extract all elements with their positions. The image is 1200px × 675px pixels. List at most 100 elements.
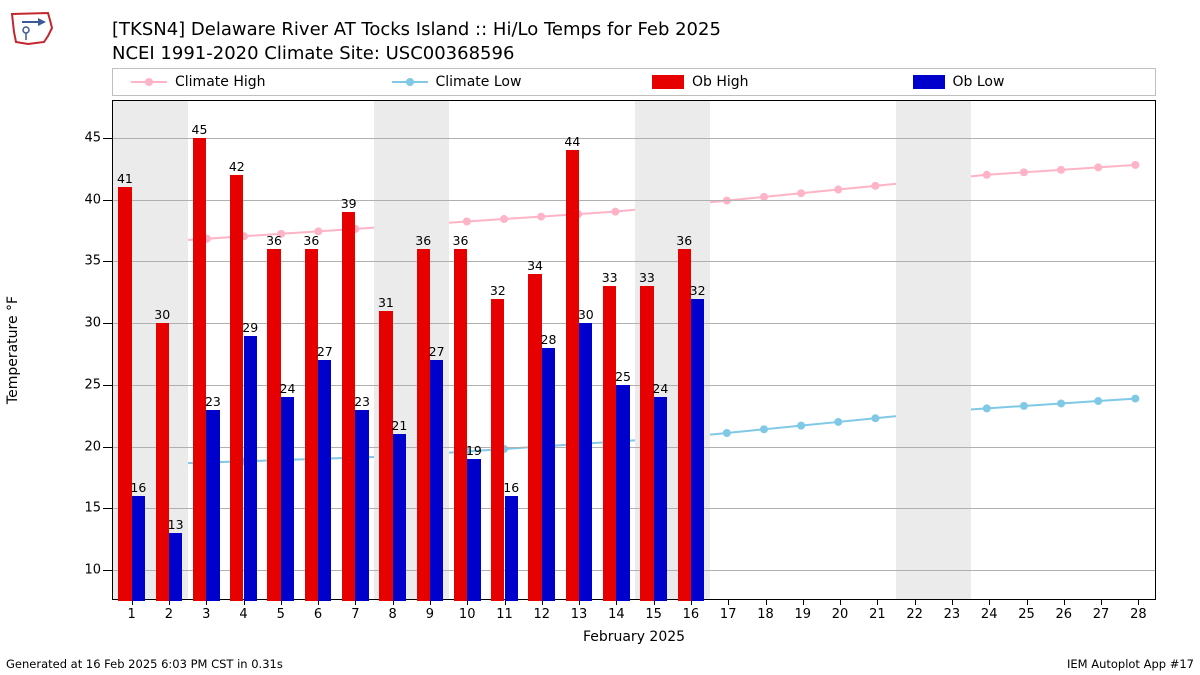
climate-high-marker — [1131, 161, 1139, 169]
climate-low-marker — [723, 429, 731, 437]
gridline — [113, 200, 1155, 201]
bar-label-ob-low: 24 — [652, 381, 668, 396]
bar-ob-low — [355, 410, 368, 601]
x-tick — [1138, 599, 1139, 605]
climate-high-marker — [983, 171, 991, 179]
title-line-1: [TKSN4] Delaware River AT Tocks Island :… — [112, 18, 721, 42]
climate-high-marker — [500, 215, 508, 223]
x-tick — [766, 599, 767, 605]
x-tick-label: 14 — [608, 607, 625, 622]
y-tick — [103, 508, 113, 509]
x-tick-label: 27 — [1093, 607, 1110, 622]
weekend-band — [933, 101, 970, 599]
x-tick-label: 16 — [683, 607, 700, 622]
y-tick — [103, 138, 113, 139]
x-tick-label: 17 — [720, 607, 737, 622]
bar-label-ob-high: 42 — [229, 159, 245, 174]
climate-low-marker — [797, 422, 805, 430]
climate-high-marker — [797, 189, 805, 197]
weekend-band — [896, 101, 933, 599]
bar-label-ob-low: 23 — [205, 394, 221, 409]
legend-label: Climate High — [175, 74, 266, 90]
bar-ob-high — [193, 138, 206, 601]
x-tick — [877, 599, 878, 605]
bar-label-ob-low: 19 — [466, 443, 482, 458]
y-tick — [103, 323, 113, 324]
bar-label-ob-low: 16 — [130, 480, 146, 495]
x-tick-label: 6 — [314, 607, 322, 622]
bar-label-ob-high: 36 — [303, 233, 319, 248]
x-tick-label: 28 — [1130, 607, 1147, 622]
gridline — [113, 138, 1155, 139]
climate-low-marker — [983, 404, 991, 412]
bar-ob-low — [430, 360, 443, 601]
bar-ob-low — [505, 496, 518, 601]
y-tick-label: 15 — [71, 501, 101, 516]
bar-ob-high — [454, 249, 467, 601]
iem-logo — [8, 8, 56, 48]
bar-ob-low — [393, 434, 406, 601]
x-tick-label: 7 — [351, 607, 359, 622]
bar-label-ob-high: 32 — [490, 283, 506, 298]
bar-label-ob-low: 28 — [541, 332, 557, 347]
x-tick — [989, 599, 990, 605]
x-tick-label: 24 — [981, 607, 998, 622]
x-tick-label: 5 — [277, 607, 285, 622]
y-tick — [103, 385, 113, 386]
swatch-icon — [913, 75, 945, 89]
bar-ob-high — [603, 286, 616, 601]
y-tick-label: 20 — [71, 439, 101, 454]
bar-ob-high — [230, 175, 243, 601]
climate-low-marker — [871, 414, 879, 422]
bar-label-ob-high: 34 — [527, 258, 543, 273]
x-tick — [803, 599, 804, 605]
y-tick — [103, 447, 113, 448]
bar-label-ob-high: 33 — [602, 270, 618, 285]
bar-ob-high — [528, 274, 541, 601]
y-tick-label: 10 — [71, 563, 101, 578]
climate-high-marker — [871, 182, 879, 190]
x-tick — [1064, 599, 1065, 605]
bar-label-ob-high: 41 — [117, 171, 133, 186]
bar-label-ob-low: 27 — [429, 344, 445, 359]
climate-high-marker — [1094, 163, 1102, 171]
climate-high-marker — [611, 208, 619, 216]
x-tick-label: 25 — [1018, 607, 1035, 622]
bar-label-ob-high: 39 — [341, 196, 357, 211]
x-tick-label: 20 — [832, 607, 849, 622]
bar-ob-low — [281, 397, 294, 601]
climate-low-marker — [1057, 400, 1065, 408]
bar-ob-low — [691, 299, 704, 601]
x-tick — [840, 599, 841, 605]
bar-label-ob-low: 24 — [280, 381, 296, 396]
bar-ob-high — [417, 249, 430, 601]
bar-label-ob-low: 13 — [168, 517, 184, 532]
bar-ob-high — [118, 187, 131, 601]
swatch-icon — [652, 75, 684, 89]
x-tick-label: 22 — [906, 607, 923, 622]
bar-label-ob-high: 31 — [378, 295, 394, 310]
bar-label-ob-low: 16 — [503, 480, 519, 495]
bar-ob-high — [491, 299, 504, 601]
footer-app: IEM Autoplot App #17 — [1067, 657, 1194, 671]
bar-label-ob-high: 45 — [192, 122, 208, 137]
bar-ob-low — [169, 533, 182, 601]
bar-label-ob-low: 21 — [391, 418, 407, 433]
x-tick-label: 15 — [645, 607, 662, 622]
bar-ob-high — [267, 249, 280, 601]
bar-ob-low — [542, 348, 555, 601]
x-tick-label: 23 — [944, 607, 961, 622]
bar-ob-high — [156, 323, 169, 601]
bar-ob-low — [616, 385, 629, 601]
climate-low-marker — [1020, 402, 1028, 410]
legend-climate-high: Climate High — [113, 74, 374, 90]
bar-ob-low — [132, 496, 145, 601]
climate-high-marker — [1020, 168, 1028, 176]
y-axis-label: Temperature °F — [5, 296, 21, 404]
y-tick-label: 35 — [71, 254, 101, 269]
climate-low-marker — [1094, 397, 1102, 405]
y-tick-label: 30 — [71, 316, 101, 331]
climate-high-marker — [1057, 166, 1065, 174]
bar-label-ob-high: 30 — [154, 307, 170, 322]
bar-label-ob-low: 23 — [354, 394, 370, 409]
